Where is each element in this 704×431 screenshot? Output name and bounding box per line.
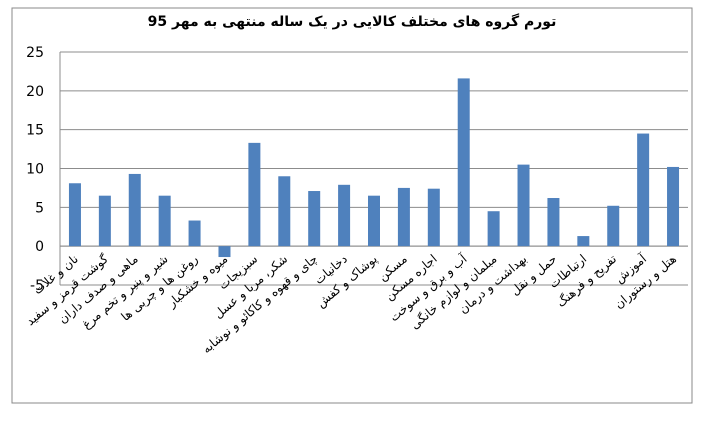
bar	[308, 191, 321, 247]
bar	[98, 195, 111, 247]
bar	[457, 78, 470, 247]
bar	[218, 246, 231, 258]
y-tick-label: 15	[26, 123, 44, 139]
bar	[158, 195, 171, 247]
y-tick-label: 25	[26, 45, 44, 61]
chart-frame	[11, 7, 693, 404]
bar	[607, 205, 620, 247]
y-tick-label: 0	[35, 239, 44, 255]
bar	[188, 220, 201, 247]
bar	[667, 166, 680, 247]
bar	[517, 164, 530, 247]
y-tick-label: 5	[35, 200, 44, 216]
bar	[577, 236, 590, 247]
chart-title: تورم گروه های مختلف کالایی در یک ساله من…	[148, 13, 557, 30]
bar	[128, 173, 141, 247]
bar	[368, 195, 380, 247]
bar	[637, 133, 650, 247]
bar	[278, 176, 291, 247]
bar	[427, 188, 440, 247]
bar	[338, 184, 351, 247]
bar	[248, 142, 261, 247]
bar	[487, 211, 500, 247]
y-tick-label: 20	[26, 84, 44, 100]
y-tick-label: 10	[26, 162, 44, 178]
bar	[68, 183, 81, 247]
bar	[547, 198, 560, 247]
y-tick-label: -5	[30, 278, 44, 294]
bar	[397, 187, 410, 247]
